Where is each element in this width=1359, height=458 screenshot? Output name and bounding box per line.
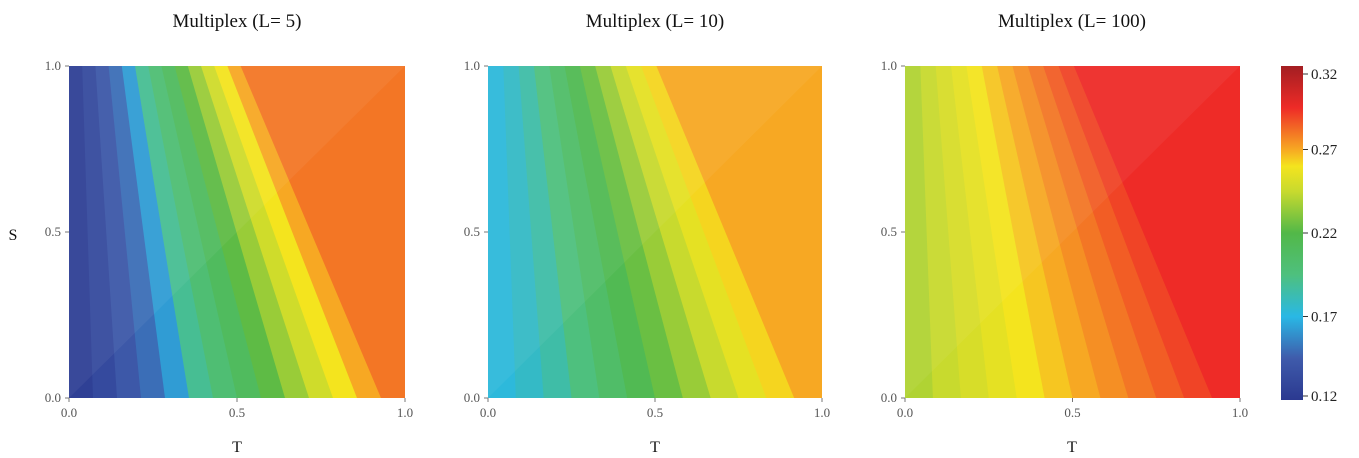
heatmap-cell [1073,66,1240,398]
colorbar-tick-label: 0.22 [1311,226,1337,242]
diagonal-region [69,66,405,398]
diagonal-region [905,66,1240,398]
heatmap-cells [488,66,822,398]
panel-title: Multiplex (L= 100) [998,11,1146,32]
x-tick-label: 0.5 [647,405,663,420]
x-tick-label: 0.5 [1064,405,1080,420]
axes: 0.0 0.5 1.0 0.0 0.5 1.0 [881,58,1248,420]
colorbar-tick-label: 0.17 [1311,310,1338,326]
y-tick-label: 0.5 [464,224,480,239]
colorbar-tick-label: 0.32 [1311,67,1337,83]
y-tick-label: 1.0 [881,58,897,73]
heatmap-panel-l100: Multiplex (L= 100) 0.0 0.5 1.0 0.0 0.5 1.0 T [881,11,1248,456]
y-tick-label: 0.0 [464,390,480,405]
colorbar-tick-label: 0.27 [1311,143,1338,159]
colorbar-tick-label: 0.12 [1311,389,1337,405]
axes: 0.0 0.5 1.0 0.0 0.5 1.0 [464,58,830,420]
x-axis-label: T [1067,439,1077,456]
x-tick-label: 1.0 [814,405,830,420]
colorbar: 0.12 0.17 0.22 0.27 0.32 [1281,66,1338,405]
x-tick-label: 1.0 [397,405,413,420]
diagonal-region [488,66,822,398]
heatmap-cell [656,66,822,398]
x-tick-label: 0.0 [480,405,496,420]
panel-title: Multiplex (L= 10) [586,11,724,32]
heatmap-cells [905,66,1240,398]
y-tick-label: 0.5 [45,224,61,239]
heatmap-cells [69,66,405,398]
panel-title: Multiplex (L= 5) [173,11,302,32]
heatmap-cell [240,66,405,398]
x-tick-label: 0.0 [897,405,913,420]
axes: 0.0 0.5 1.0 0.0 0.5 1.0 [45,58,413,420]
x-tick-label: 1.0 [1232,405,1248,420]
y-tick-label: 0.5 [881,224,897,239]
heatmap-panel-l10: Multiplex (L= 10) 0.0 0.5 1.0 0.0 0.5 1.0 T [464,11,830,456]
colorbar-gradient [1281,66,1303,400]
y-axis-label: S [9,227,18,244]
y-tick-label: 1.0 [45,58,61,73]
x-axis-label: T [650,439,660,456]
x-axis-label: T [232,439,242,456]
y-tick-label: 0.0 [881,390,897,405]
y-tick-label: 1.0 [464,58,480,73]
x-tick-label: 0.0 [61,405,77,420]
x-tick-label: 0.5 [229,405,245,420]
y-tick-label: 0.0 [45,390,61,405]
heatmap-panel-l5: Multiplex (L= 5) 0.0 0.5 1.0 0.0 0.5 1.0 T S [9,11,414,456]
